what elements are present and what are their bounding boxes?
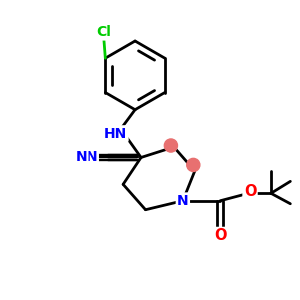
- Text: O: O: [244, 184, 256, 199]
- Text: N: N: [86, 151, 98, 164]
- Text: HN: HN: [104, 127, 127, 141]
- Text: N: N: [177, 194, 189, 208]
- Circle shape: [164, 139, 178, 152]
- Text: O: O: [214, 228, 226, 243]
- Circle shape: [187, 158, 200, 172]
- Text: N: N: [76, 151, 87, 164]
- Text: Cl: Cl: [96, 25, 111, 39]
